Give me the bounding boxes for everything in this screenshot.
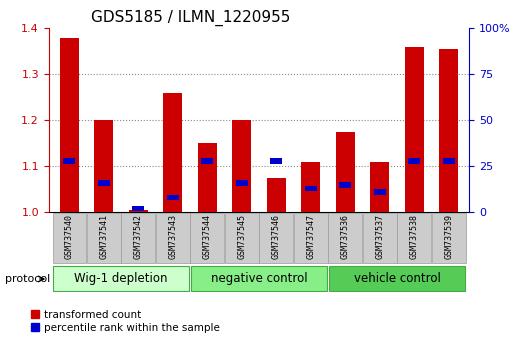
FancyBboxPatch shape xyxy=(432,213,466,263)
FancyBboxPatch shape xyxy=(122,213,155,263)
Text: negative control: negative control xyxy=(211,272,307,285)
Bar xyxy=(270,158,282,164)
Bar xyxy=(373,189,386,195)
Text: GSM737542: GSM737542 xyxy=(134,214,143,259)
FancyBboxPatch shape xyxy=(328,213,362,263)
FancyBboxPatch shape xyxy=(294,213,328,263)
Text: Wig-1 depletion: Wig-1 depletion xyxy=(74,272,168,285)
FancyBboxPatch shape xyxy=(225,213,259,263)
FancyBboxPatch shape xyxy=(87,213,121,263)
FancyBboxPatch shape xyxy=(52,213,86,263)
Bar xyxy=(132,206,145,211)
Bar xyxy=(64,158,75,164)
FancyBboxPatch shape xyxy=(398,213,431,263)
Bar xyxy=(94,120,113,212)
Bar xyxy=(405,47,424,212)
Bar xyxy=(439,49,458,212)
Bar xyxy=(267,178,286,212)
FancyBboxPatch shape xyxy=(260,213,293,263)
Text: GSM737544: GSM737544 xyxy=(203,214,212,259)
Bar xyxy=(198,143,217,212)
Text: protocol: protocol xyxy=(5,274,50,284)
FancyBboxPatch shape xyxy=(329,266,465,291)
Bar xyxy=(339,182,351,188)
Bar xyxy=(201,158,213,164)
FancyBboxPatch shape xyxy=(156,213,190,263)
FancyBboxPatch shape xyxy=(190,213,224,263)
FancyBboxPatch shape xyxy=(191,266,327,291)
Text: GSM737540: GSM737540 xyxy=(65,214,74,259)
Bar xyxy=(408,158,420,164)
Bar xyxy=(336,132,355,212)
Text: GSM737546: GSM737546 xyxy=(272,214,281,259)
Bar xyxy=(163,93,182,212)
Bar xyxy=(301,162,320,212)
Text: GSM737536: GSM737536 xyxy=(341,214,350,259)
Legend: transformed count, percentile rank within the sample: transformed count, percentile rank withi… xyxy=(31,310,220,333)
Text: GSM737543: GSM737543 xyxy=(168,214,177,259)
Text: vehicle control: vehicle control xyxy=(353,272,441,285)
Bar xyxy=(236,180,248,186)
Bar xyxy=(232,120,251,212)
Bar xyxy=(370,162,389,212)
Text: GSM737539: GSM737539 xyxy=(444,214,453,259)
Bar xyxy=(305,186,317,191)
Text: GSM737547: GSM737547 xyxy=(306,214,315,259)
Bar xyxy=(98,180,110,186)
Text: GSM737537: GSM737537 xyxy=(375,214,384,259)
FancyBboxPatch shape xyxy=(363,213,397,263)
Bar xyxy=(60,38,79,212)
Bar xyxy=(167,195,179,200)
Text: GSM737538: GSM737538 xyxy=(410,214,419,259)
FancyBboxPatch shape xyxy=(53,266,189,291)
Text: GSM737545: GSM737545 xyxy=(238,214,246,259)
Text: GSM737541: GSM737541 xyxy=(100,214,108,259)
Bar xyxy=(443,158,455,164)
Bar xyxy=(129,210,148,212)
Text: GDS5185 / ILMN_1220955: GDS5185 / ILMN_1220955 xyxy=(91,9,290,25)
